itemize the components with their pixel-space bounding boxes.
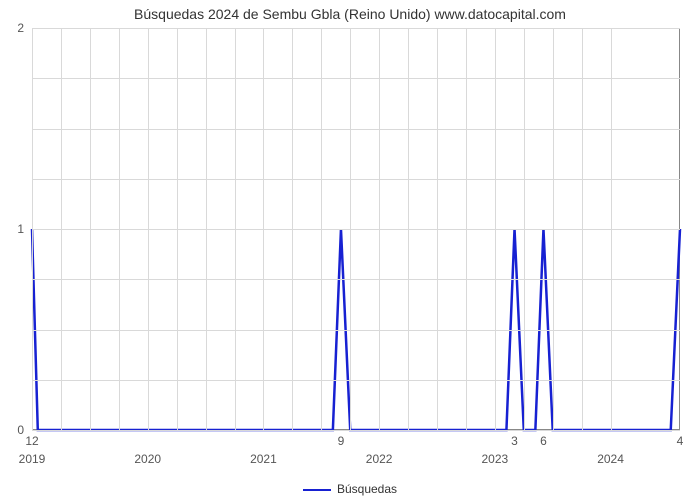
grid-line-v-minor (206, 28, 207, 430)
chart-title: Búsquedas 2024 de Sembu Gbla (Reino Unid… (0, 6, 700, 22)
y-tick-label: 1 (17, 222, 24, 236)
point-label: 9 (338, 434, 345, 448)
grid-line-v-minor (61, 28, 62, 430)
plot-area: 012201920202021202220232024129364 (32, 28, 680, 430)
y-tick-label: 2 (17, 21, 24, 35)
grid-line-v-minor (437, 28, 438, 430)
x-tick-label: 2021 (250, 452, 277, 466)
grid-line-v-minor (466, 28, 467, 430)
grid-line-v-minor (235, 28, 236, 430)
point-label: 4 (677, 434, 684, 448)
grid-line-h-minor (32, 380, 680, 381)
grid-line-v (611, 28, 612, 430)
x-tick-label: 2020 (134, 452, 161, 466)
grid-line-v-minor (582, 28, 583, 430)
x-tick-label: 2024 (597, 452, 624, 466)
grid-line-v (32, 28, 33, 430)
grid-line-h-minor (32, 330, 680, 331)
grid-line-v-minor (90, 28, 91, 430)
x-tick-label: 2022 (366, 452, 393, 466)
grid-line-h-minor (32, 279, 680, 280)
grid-line-h (32, 229, 680, 230)
grid-line-v (379, 28, 380, 430)
grid-line-h (32, 430, 680, 431)
chart-container: Búsquedas 2024 de Sembu Gbla (Reino Unid… (0, 0, 700, 500)
grid-line-v-minor (292, 28, 293, 430)
x-tick-label: 2023 (481, 452, 508, 466)
grid-line-v-minor (350, 28, 351, 430)
grid-line-v (495, 28, 496, 430)
grid-line-v-minor (321, 28, 322, 430)
legend-label: Búsquedas (337, 482, 397, 496)
point-label: 6 (540, 434, 547, 448)
y-tick-label: 0 (17, 423, 24, 437)
grid-line-h (32, 28, 680, 29)
legend-swatch (303, 489, 331, 491)
x-tick-label: 2019 (19, 452, 46, 466)
grid-line-h-minor (32, 179, 680, 180)
grid-line-h-minor (32, 78, 680, 79)
grid-line-v-minor (177, 28, 178, 430)
grid-line-v (148, 28, 149, 430)
grid-line-v-minor (524, 28, 525, 430)
grid-line-v-minor (408, 28, 409, 430)
grid-line-h-minor (32, 129, 680, 130)
point-label: 12 (25, 434, 38, 448)
point-label: 3 (511, 434, 518, 448)
grid-line-v-minor (553, 28, 554, 430)
legend: Búsquedas (0, 482, 700, 496)
grid-line-v (263, 28, 264, 430)
grid-line-v-minor (119, 28, 120, 430)
